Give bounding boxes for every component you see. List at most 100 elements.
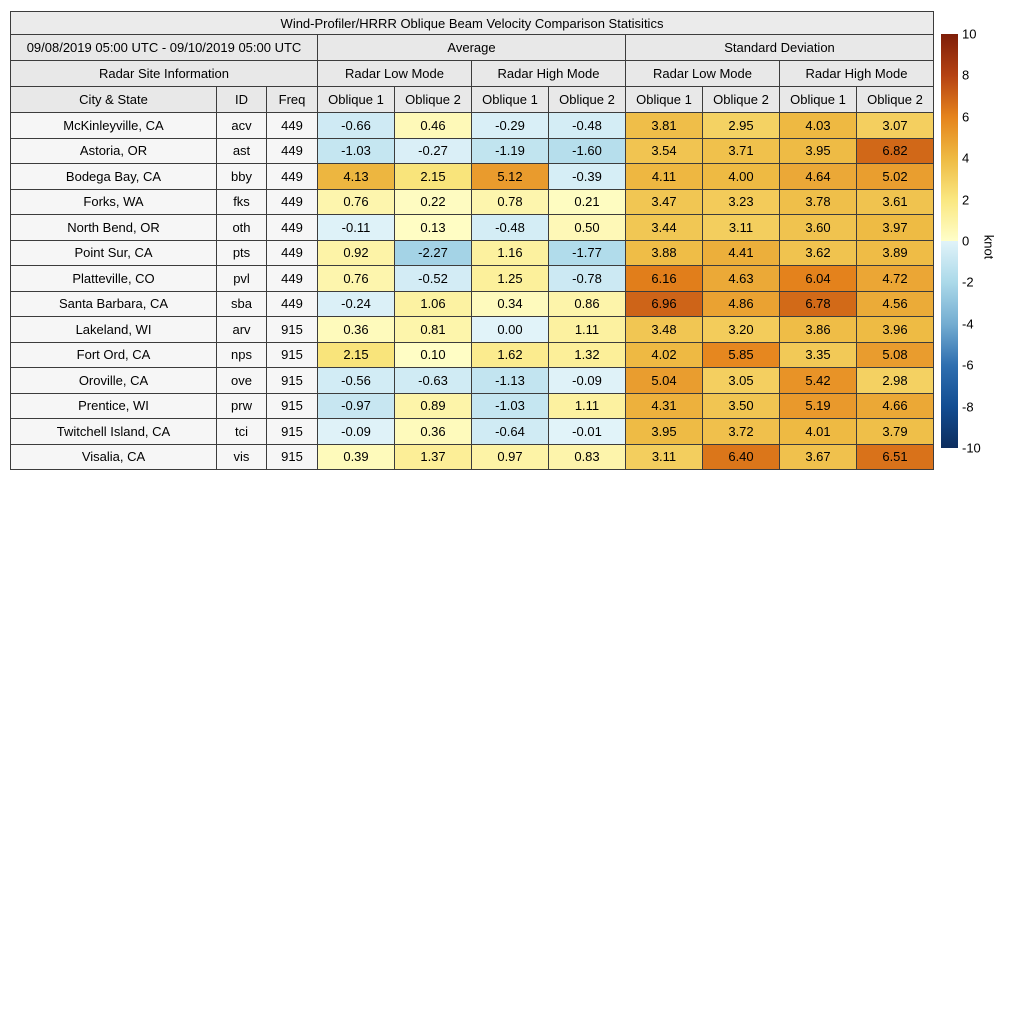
value-cell: 0.36 [317, 316, 395, 343]
value-cell: 2.15 [394, 163, 472, 190]
value-cell: 3.67 [779, 443, 857, 470]
value-cell: 0.76 [317, 188, 395, 215]
id-cell: vis [216, 443, 267, 470]
freq-cell: 449 [266, 188, 318, 215]
value-cell: 0.97 [471, 443, 549, 470]
city-cell: Santa Barbara, CA [10, 290, 217, 317]
value-cell: 1.37 [394, 443, 472, 470]
value-cell: 4.64 [779, 163, 857, 190]
colorbar-tick-label: 2 [962, 192, 970, 208]
value-cell: 3.88 [625, 239, 703, 266]
value-cell: 3.61 [856, 188, 934, 215]
value-cell: 4.02 [625, 341, 703, 368]
value-cell: 3.35 [779, 341, 857, 368]
col-header-oblique1: Oblique 1 [779, 86, 857, 113]
freq-cell: 449 [266, 137, 318, 164]
col-header-oblique2: Oblique 2 [548, 86, 626, 113]
value-cell: 6.16 [625, 265, 703, 292]
value-cell: 6.78 [779, 290, 857, 317]
value-cell: -0.27 [394, 137, 472, 164]
value-cell: 5.19 [779, 392, 857, 419]
freq-cell: 915 [266, 392, 318, 419]
table-row: Santa Barbara, CA sba 449 -0.24 1.06 0.34 0.86… [10, 290, 934, 317]
std-high-mode-header: Radar High Mode [779, 60, 934, 87]
value-cell: -0.01 [548, 418, 626, 445]
value-cell: 5.12 [471, 163, 549, 190]
city-cell: McKinleyville, CA [10, 112, 217, 139]
table-row: Prentice, WI prw 915 -0.97 0.89 -1.03 1.11 4.31… [10, 392, 934, 419]
value-cell: 0.83 [548, 443, 626, 470]
value-cell: -0.29 [471, 112, 549, 139]
value-cell: 4.41 [702, 239, 780, 266]
group-header-average: Average [317, 34, 626, 61]
value-cell: 3.62 [779, 239, 857, 266]
freq-cell: 915 [266, 316, 318, 343]
city-cell: Twitchell Island, CA [10, 418, 217, 445]
value-cell: 3.50 [702, 392, 780, 419]
std-low-mode-header: Radar Low Mode [625, 60, 780, 87]
value-cell: 3.71 [702, 137, 780, 164]
colorbar-tick-label: 6 [962, 109, 970, 125]
value-cell: 3.95 [779, 137, 857, 164]
value-cell: -0.97 [317, 392, 395, 419]
table-row: Fort Ord, CA nps 915 2.15 0.10 1.62 1.32 4.02 5.… [10, 341, 934, 368]
date-range: 09/08/2019 05:00 UTC - 09/10/2019 05:00 … [10, 34, 318, 61]
value-cell: 3.05 [702, 367, 780, 394]
colorbar [941, 34, 958, 448]
value-cell: 0.10 [394, 341, 472, 368]
colorbar-tick-label: -2 [962, 274, 974, 290]
value-cell: 3.23 [702, 188, 780, 215]
value-cell: 0.13 [394, 214, 472, 241]
value-cell: -2.27 [394, 239, 472, 266]
value-cell: 1.06 [394, 290, 472, 317]
id-cell: ove [216, 367, 267, 394]
city-cell: Forks, WA [10, 188, 217, 215]
value-cell: -0.56 [317, 367, 395, 394]
value-cell: 3.11 [702, 214, 780, 241]
colorbar-unit-label: knot [981, 234, 997, 260]
value-cell: -1.60 [548, 137, 626, 164]
site-info-header: Radar Site Information [10, 60, 318, 87]
value-cell: 3.07 [856, 112, 934, 139]
value-cell: 6.51 [856, 443, 934, 470]
freq-cell: 449 [266, 112, 318, 139]
city-cell: Lakeland, WI [10, 316, 217, 343]
colorbar-tick-label: -4 [962, 316, 974, 332]
city-cell: Platteville, CO [10, 265, 217, 292]
city-cell: Visalia, CA [10, 443, 217, 470]
value-cell: 0.00 [471, 316, 549, 343]
table-row: Twitchell Island, CA tci 915 -0.09 0.36 -0.64… [10, 418, 934, 445]
table-title: Wind-Profiler/HRRR Oblique Beam Velocity… [10, 11, 934, 35]
value-cell: 3.72 [702, 418, 780, 445]
value-cell: -0.78 [548, 265, 626, 292]
value-cell: 0.50 [548, 214, 626, 241]
col-header-city-state: City & State [10, 86, 217, 113]
id-cell: oth [216, 214, 267, 241]
value-cell: 4.11 [625, 163, 703, 190]
id-cell: nps [216, 341, 267, 368]
city-cell: Point Sur, CA [10, 239, 217, 266]
value-cell: 6.96 [625, 290, 703, 317]
value-cell: 4.00 [702, 163, 780, 190]
colorbar-tick-label: 4 [962, 150, 970, 166]
value-cell: 3.95 [625, 418, 703, 445]
value-cell: 4.56 [856, 290, 934, 317]
value-cell: 4.63 [702, 265, 780, 292]
value-cell: 6.82 [856, 137, 934, 164]
value-cell: 3.96 [856, 316, 934, 343]
value-cell: 1.62 [471, 341, 549, 368]
value-cell: 3.78 [779, 188, 857, 215]
value-cell: -0.39 [548, 163, 626, 190]
value-cell: 0.36 [394, 418, 472, 445]
value-cell: 3.89 [856, 239, 934, 266]
colorbar-tick-label: -10 [962, 440, 981, 456]
value-cell: -1.19 [471, 137, 549, 164]
value-cell: -1.77 [548, 239, 626, 266]
value-cell: -0.64 [471, 418, 549, 445]
col-header-oblique2: Oblique 2 [856, 86, 934, 113]
table-row: Forks, WA fks 449 0.76 0.22 0.78 0.21 3.47 3.23 3… [10, 188, 934, 215]
col-header-oblique1: Oblique 1 [471, 86, 549, 113]
colorbar-tick-label: -6 [962, 357, 974, 373]
stats-table-container: Wind-Profiler/HRRR Oblique Beam Velocity… [10, 11, 934, 470]
value-cell: 3.60 [779, 214, 857, 241]
